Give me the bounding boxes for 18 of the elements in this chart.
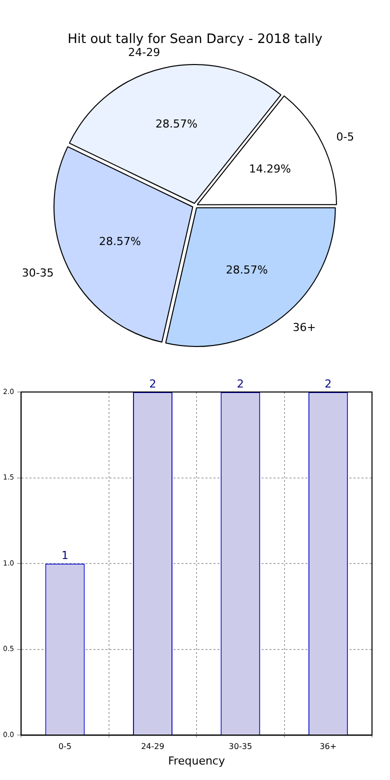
x-tick-label: 30-35 <box>228 742 252 752</box>
slice-label: 24-29 <box>128 46 160 59</box>
slice-label: 30-35 <box>22 266 54 280</box>
data-label: 28.57% <box>226 264 268 277</box>
chart-title: Hit out tally for Sean Darcy - 2018 tally <box>68 32 323 48</box>
x-tick-label: 24-29 <box>141 742 164 752</box>
data-label: 28.57% <box>99 234 142 248</box>
slice-label: 0-5 <box>336 130 354 144</box>
data-label: 2 <box>149 377 156 390</box>
data-label: 2 <box>324 377 332 390</box>
x-tick-label: 36+ <box>320 742 337 752</box>
slice-label: 36+ <box>292 321 316 334</box>
x-tick-label: 0-5 <box>58 742 72 752</box>
x-axis-title: Frequency <box>168 754 226 768</box>
data-label: 28.57% <box>155 118 198 131</box>
data-label: 14.29% <box>248 162 291 176</box>
data-label: 1 <box>61 548 68 562</box>
data-label: 2 <box>236 377 244 390</box>
